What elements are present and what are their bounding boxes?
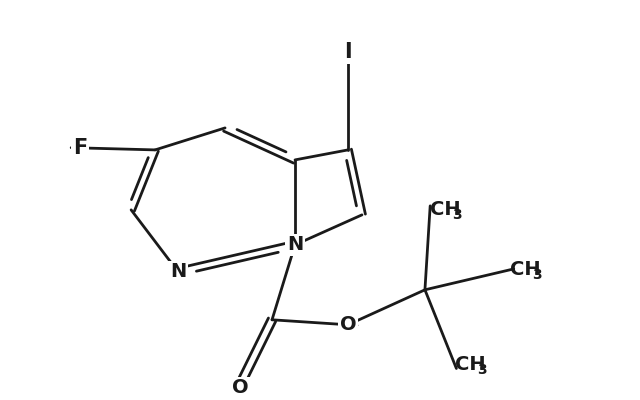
Text: CH: CH	[455, 355, 486, 374]
Text: O: O	[340, 315, 356, 334]
Text: 3: 3	[477, 363, 486, 377]
Text: 3: 3	[452, 208, 461, 222]
Text: O: O	[232, 378, 248, 397]
Text: CH: CH	[430, 200, 461, 219]
Text: N: N	[170, 262, 186, 281]
Text: CH: CH	[510, 260, 541, 279]
Text: N: N	[287, 235, 303, 254]
Text: F: F	[73, 138, 87, 158]
Text: I: I	[344, 42, 352, 62]
Text: 3: 3	[532, 268, 541, 282]
